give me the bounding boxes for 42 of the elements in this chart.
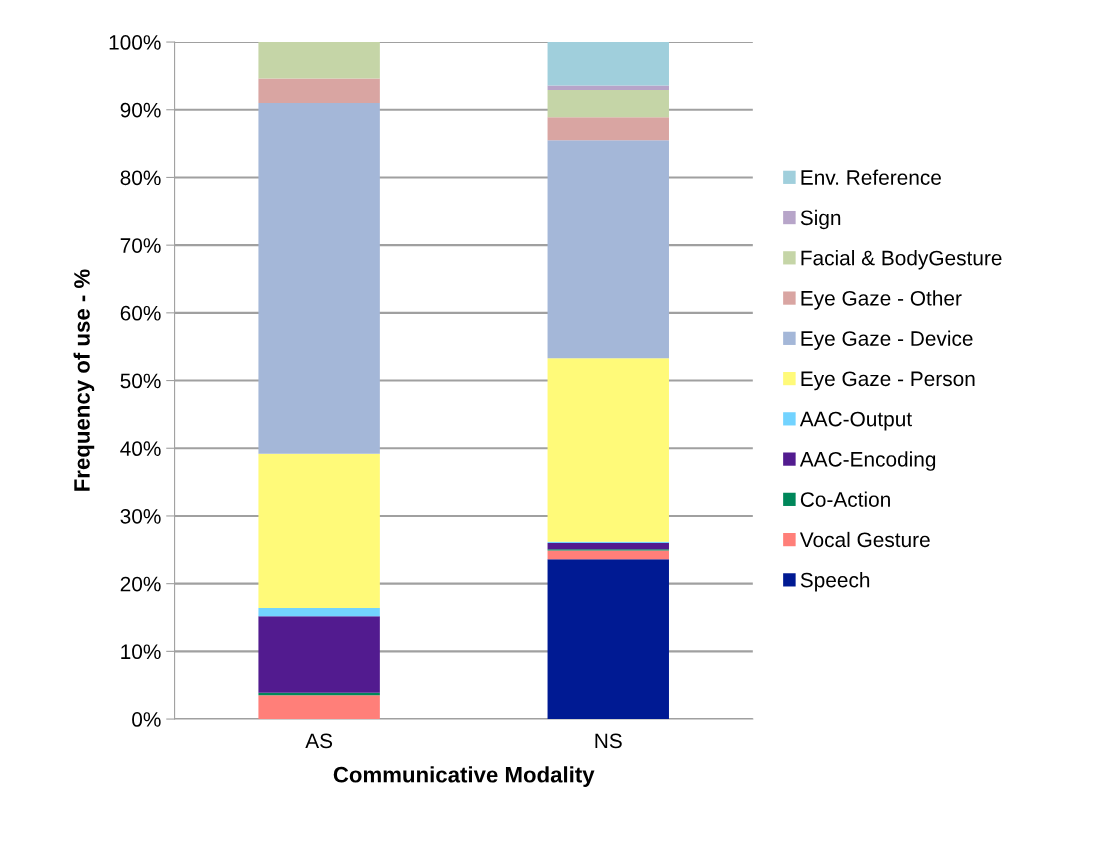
y-tick-label: 70% [120, 238, 161, 253]
bar [547, 90, 669, 118]
legend-label: Speech [800, 572, 870, 592]
legend-label: Vocal Gesture [799, 531, 930, 548]
y-tick-label: 40% [120, 441, 161, 457]
y-tick-label: 80% [120, 170, 161, 186]
bar [258, 78, 380, 103]
legend-label: Env. Reference [801, 169, 941, 185]
y-tick-label: 100% [109, 35, 161, 50]
x-tick-label: AS [305, 733, 333, 749]
y-tick-label: 50% [120, 373, 161, 389]
bar [547, 140, 669, 359]
bar [258, 616, 380, 693]
y-tick-label: 10% [121, 644, 161, 660]
y-tick-label: 60% [120, 305, 161, 321]
legend-label: AAC-Encoding [799, 451, 936, 471]
y-tick-label: 90% [120, 102, 161, 118]
legend-label: Eye Gaze - Other [801, 290, 962, 310]
bar [547, 42, 669, 86]
legend-label: Eye Gaze - Device [801, 330, 973, 351]
legend-label: Eye Gaze - Person [801, 371, 975, 391]
bar [258, 102, 380, 454]
x-tick-label: NS [595, 733, 622, 749]
bar [547, 85, 669, 91]
bar [547, 543, 669, 550]
bar [258, 453, 380, 609]
bar [547, 117, 669, 141]
bar [258, 608, 380, 617]
legend-label: Facial & BodyGesture [801, 250, 1002, 270]
x-axis-title: Communicative Modality [333, 766, 595, 787]
y-tick-label: 0% [132, 712, 161, 727]
legend-label: Sign [800, 209, 841, 230]
bar [258, 695, 380, 720]
bar [547, 550, 669, 560]
bar [547, 358, 669, 542]
y-tick-label: 30% [120, 508, 161, 524]
y-tick-label: 20% [120, 576, 161, 592]
bar [547, 559, 669, 720]
legend-label: AAC-Output [799, 411, 912, 431]
legend-label: Co-Action [800, 491, 890, 507]
y-axis-title: Frequency of use - % [73, 269, 95, 491]
bar [258, 42, 380, 79]
